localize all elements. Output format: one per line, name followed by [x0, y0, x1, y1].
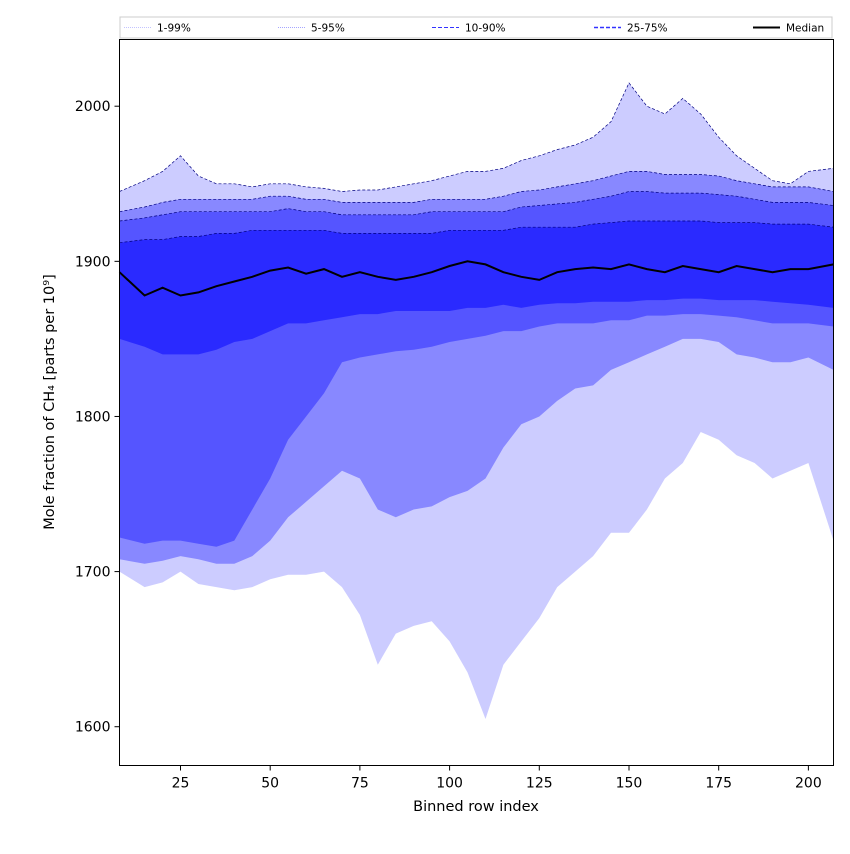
- y-tick-label: 1900: [75, 254, 111, 270]
- legend-label: 5-95%: [311, 23, 345, 35]
- edge-p99: [119, 82, 834, 192]
- legend-label: 1-99%: [157, 23, 191, 35]
- y-axis-label: Mole fraction of CH₄ [parts per 10⁹]: [42, 274, 58, 529]
- y-tick-label: 1600: [75, 720, 111, 736]
- edge-p95: [119, 171, 834, 213]
- x-tick-label: 25: [172, 776, 190, 792]
- x-tick-label: 50: [261, 776, 279, 792]
- x-axis-label: Binned row index: [413, 799, 539, 815]
- x-tick-label: 75: [351, 776, 369, 792]
- median-line: [118, 260, 834, 297]
- x-tick-label: 125: [526, 776, 553, 792]
- x-tick-label: 200: [795, 776, 822, 792]
- x-tick-label: 100: [436, 776, 463, 792]
- x-tick-label: 150: [616, 776, 643, 792]
- y-axis-ticks: 1600 1700 1800 1900 2000: [75, 99, 120, 736]
- y-tick-label: 1700: [75, 565, 111, 581]
- x-tick-label: 175: [705, 776, 732, 792]
- legend-label: 25-75%: [627, 23, 668, 35]
- edge-p75: [119, 220, 834, 244]
- band-edge-lines: [119, 82, 834, 244]
- x-axis-ticks: 25 50 75 100 125 150 175 200: [172, 765, 822, 792]
- y-tick-label: 2000: [75, 99, 111, 115]
- plot-frame: [119, 39, 834, 766]
- legend-label: Median: [786, 23, 824, 35]
- legend-label: 10-90%: [465, 23, 506, 35]
- legend: 1-99% 5-95% 10-90% 25-75% Median: [119, 16, 833, 39]
- band-25-75: [119, 221, 834, 355]
- y-tick-label: 1800: [75, 409, 111, 425]
- legend-box: [119, 16, 833, 39]
